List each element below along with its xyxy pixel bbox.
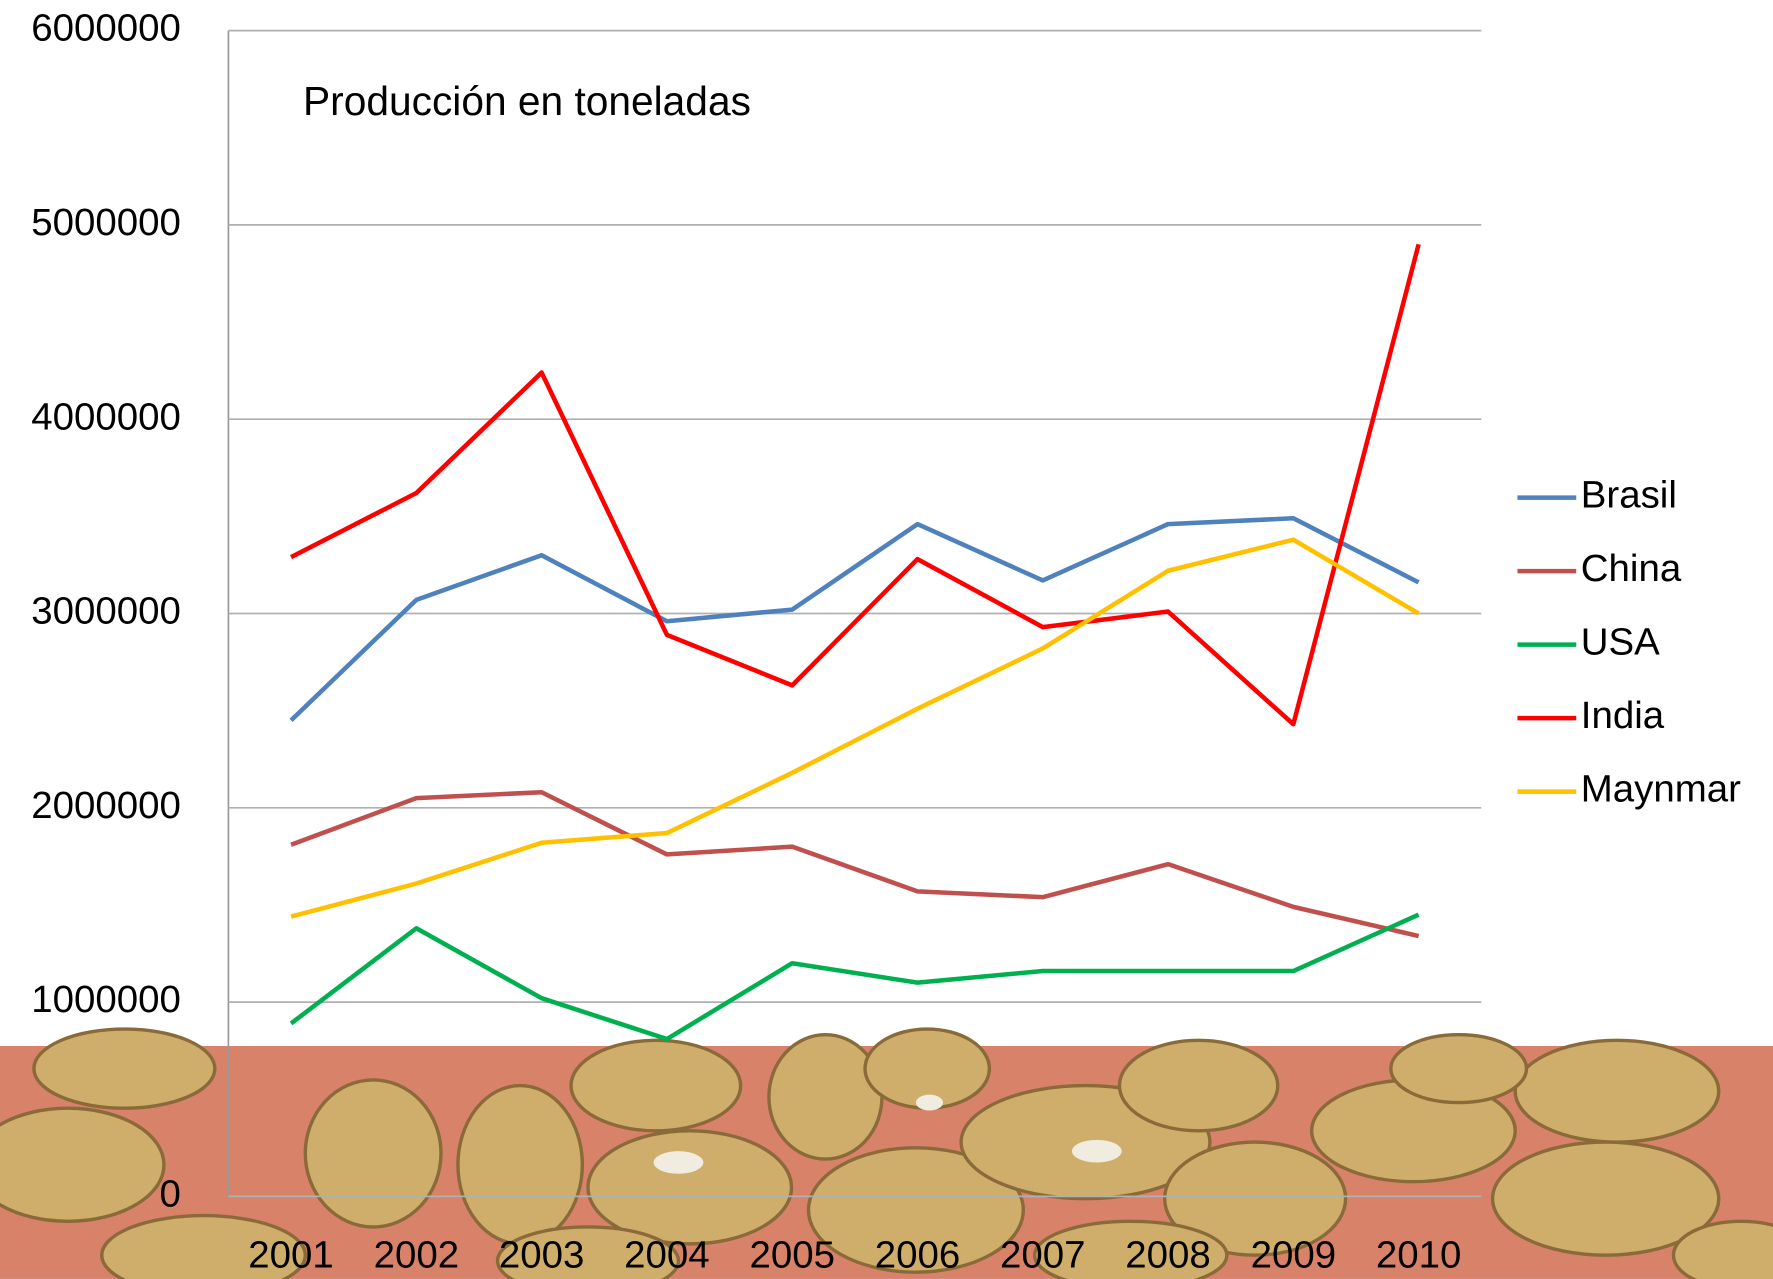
x-tick-label: 2007 (1000, 1234, 1086, 1277)
y-tick-label: 5000000 (31, 201, 181, 244)
y-tick-label: 4000000 (31, 395, 181, 438)
legend-label: Brasil (1581, 474, 1677, 517)
y-tick-label: 0 (160, 1173, 181, 1216)
x-tick-label: 2002 (374, 1234, 460, 1277)
y-tick-label: 3000000 (31, 590, 181, 633)
legend-label: Maynmar (1581, 768, 1741, 811)
legend-label: China (1581, 547, 1682, 590)
x-tick-label: 2001 (248, 1234, 334, 1277)
x-tick-label: 2004 (624, 1234, 710, 1277)
chart: Producción en toneladas 0 1000000 2000000 3… (0, 0, 1773, 1279)
y-tick-label: 1000000 (31, 978, 181, 1021)
x-tick-label: 2003 (499, 1234, 585, 1277)
y-tick-label: 6000000 (31, 7, 181, 50)
chart-title: Producción en toneladas (303, 78, 751, 124)
x-tick-label: 2010 (1376, 1234, 1462, 1277)
x-tick-label: 2005 (749, 1234, 835, 1277)
x-tick-label: 2006 (875, 1234, 961, 1277)
y-tick-label: 2000000 (31, 784, 181, 827)
x-tick-label: 2009 (1251, 1234, 1337, 1277)
legend-label: India (1581, 694, 1665, 737)
x-tick-label: 2008 (1125, 1234, 1211, 1277)
legend-label: USA (1581, 621, 1660, 664)
